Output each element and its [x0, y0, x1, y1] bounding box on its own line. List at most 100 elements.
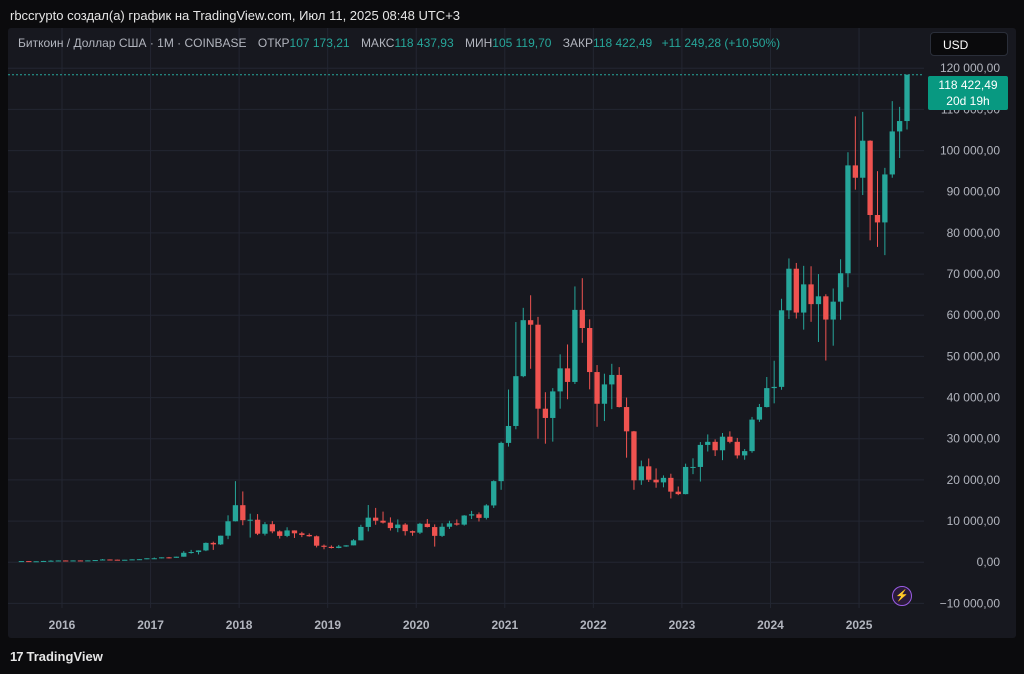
candle [395, 519, 401, 533]
candle [188, 549, 194, 554]
candle-body [564, 368, 571, 382]
candle [638, 460, 644, 485]
candle-body [247, 519, 253, 521]
candle [432, 524, 438, 547]
candle [446, 520, 453, 529]
candle [852, 116, 859, 190]
candle [218, 535, 224, 545]
candle [26, 561, 32, 563]
y-tick-label: −10 000,00 [940, 596, 1001, 610]
high-value: 118 437,93 [394, 36, 454, 50]
candle-body [181, 552, 187, 557]
candle-body [845, 165, 851, 274]
candle [646, 458, 652, 482]
candle-body [446, 523, 453, 527]
candle [579, 278, 585, 343]
candle [727, 431, 733, 444]
candle [675, 486, 681, 496]
high-label: МАКС [360, 36, 395, 50]
candle-body [579, 309, 585, 329]
candle-body [26, 561, 32, 563]
candle [402, 523, 408, 536]
grid [8, 28, 924, 608]
close-label: ЗАКР [562, 36, 594, 50]
candle-body [395, 524, 401, 529]
candle-body [749, 419, 755, 452]
candle-body [476, 514, 482, 518]
candle [48, 560, 54, 562]
candle [144, 558, 150, 560]
candle [904, 74, 910, 130]
candle [424, 519, 430, 528]
candle-body [306, 534, 312, 537]
candle-body [719, 436, 726, 451]
candle-body [240, 505, 246, 521]
candle [631, 430, 637, 490]
candle [527, 295, 534, 369]
candle [372, 507, 379, 525]
candle-body [48, 560, 54, 562]
candle [85, 560, 91, 562]
candle-body [631, 431, 637, 481]
y-axis: −10 000,00 0,00 10 000,00 20 000,00 30 000,0… [940, 61, 1001, 610]
candle [719, 432, 726, 461]
chart-panel[interactable]: −10 000,00 0,00 10 000,00 20 000,00 30 000,0… [8, 28, 1016, 638]
candle-body [358, 526, 364, 541]
x-tick-label: 2024 [757, 618, 784, 632]
candle-body [232, 505, 239, 522]
candle-body [660, 477, 667, 483]
candle [823, 294, 829, 361]
candle-body [889, 131, 895, 175]
candle-body [867, 140, 873, 215]
candle-body [527, 320, 534, 325]
candle [409, 530, 416, 536]
candle [623, 397, 630, 458]
candle [513, 322, 519, 430]
candle-body [786, 268, 792, 311]
candle [387, 517, 394, 531]
lightning-icon[interactable]: ⚡ [892, 586, 912, 606]
candle [328, 545, 335, 549]
candle-body [690, 466, 696, 468]
candle-body [328, 546, 335, 549]
candle [336, 544, 342, 549]
candle [365, 505, 371, 532]
candle [225, 515, 231, 540]
candle-body [158, 557, 165, 559]
y-tick-label: 90 000,00 [947, 185, 1001, 199]
candle [63, 560, 69, 562]
candle-body [837, 273, 844, 302]
candle-body [741, 451, 748, 456]
candle-body [166, 557, 172, 559]
candle-body [40, 560, 47, 562]
candle [594, 365, 600, 427]
candle-body [424, 523, 430, 528]
candle-body [616, 374, 622, 408]
candle-body [609, 374, 615, 385]
candle [867, 140, 873, 241]
candle-body [380, 520, 386, 523]
candle-body [387, 522, 394, 529]
candlestick-chart[interactable]: −10 000,00 0,00 10 000,00 20 000,00 30 000,0… [8, 28, 1016, 638]
candle [764, 376, 770, 408]
candle [535, 316, 541, 439]
currency-button[interactable]: USD [930, 32, 1008, 56]
candle-body [461, 515, 467, 525]
symbol-name: Биткоин / Доллар США · 1M · COINBASE [18, 36, 247, 50]
candle [232, 481, 239, 522]
x-tick-label: 2016 [49, 618, 76, 632]
candle-body [55, 560, 61, 562]
candle-body [675, 491, 681, 495]
candle-body [195, 550, 202, 553]
candle [668, 473, 674, 499]
candle-body [18, 561, 25, 563]
candle-body [727, 436, 733, 442]
candle-body [491, 481, 497, 506]
candle [203, 542, 209, 552]
y-tick-label: 20 000,00 [947, 473, 1001, 487]
x-tick-label: 2025 [846, 618, 873, 632]
candle [284, 527, 290, 538]
candle-body [92, 560, 98, 562]
tradingview-logo[interactable]: 17 TradingView [10, 649, 103, 664]
candle [299, 531, 305, 538]
